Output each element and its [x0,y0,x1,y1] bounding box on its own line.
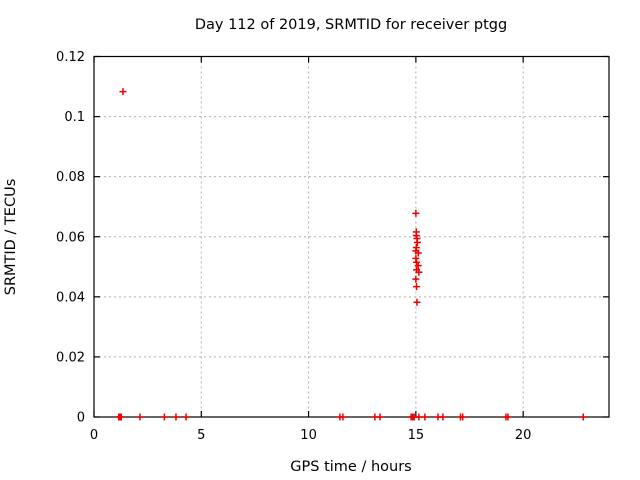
x-axis-label: GPS time / hours [290,459,411,475]
points-layer [115,88,587,421]
data-point [439,413,447,421]
data-point [172,413,180,421]
data-point [160,413,168,421]
data-point [119,88,127,96]
data-point [413,238,421,246]
data-point [504,413,512,421]
y-tick-label: 0.02 [56,350,85,365]
y-tick-label: 0.04 [56,290,85,305]
plot-border [93,55,610,418]
y-tick-label: 0 [77,411,85,426]
x-tick-label: 0 [90,428,98,443]
data-point [339,413,347,421]
y-tick-label: 0.1 [64,110,85,125]
data-point [579,413,587,421]
y-tick-label: 0.06 [56,230,85,245]
chart-title: Day 112 of 2019, SRMTID for receiver ptg… [195,17,507,33]
axes-layer [93,55,610,418]
grid-layer [94,56,609,417]
data-point [182,413,190,421]
y-tick-label: 0.12 [56,50,85,65]
tick-labels-layer: 0 5 10 15 20 0 0.02 0.04 0.06 0.08 0.1 0.12 [56,50,531,443]
data-point [412,209,420,217]
data-point [414,262,422,270]
data-point [376,413,384,421]
data-point [413,298,421,306]
y-tick-label: 0.08 [56,170,85,185]
data-point [421,413,429,421]
ticks-layer [93,55,609,418]
x-tick-label: 10 [300,428,317,443]
data-point [414,249,422,257]
data-point [459,413,467,421]
data-point [415,413,423,421]
data-point [117,413,125,421]
x-tick-label: 15 [408,428,425,443]
y-axis-label: SRMTID / TECUs [3,179,19,296]
data-point [413,283,421,291]
data-point [415,268,423,276]
x-tick-label: 5 [197,428,205,443]
data-point [412,275,420,283]
x-tick-label: 20 [515,428,532,443]
data-point [136,413,144,421]
